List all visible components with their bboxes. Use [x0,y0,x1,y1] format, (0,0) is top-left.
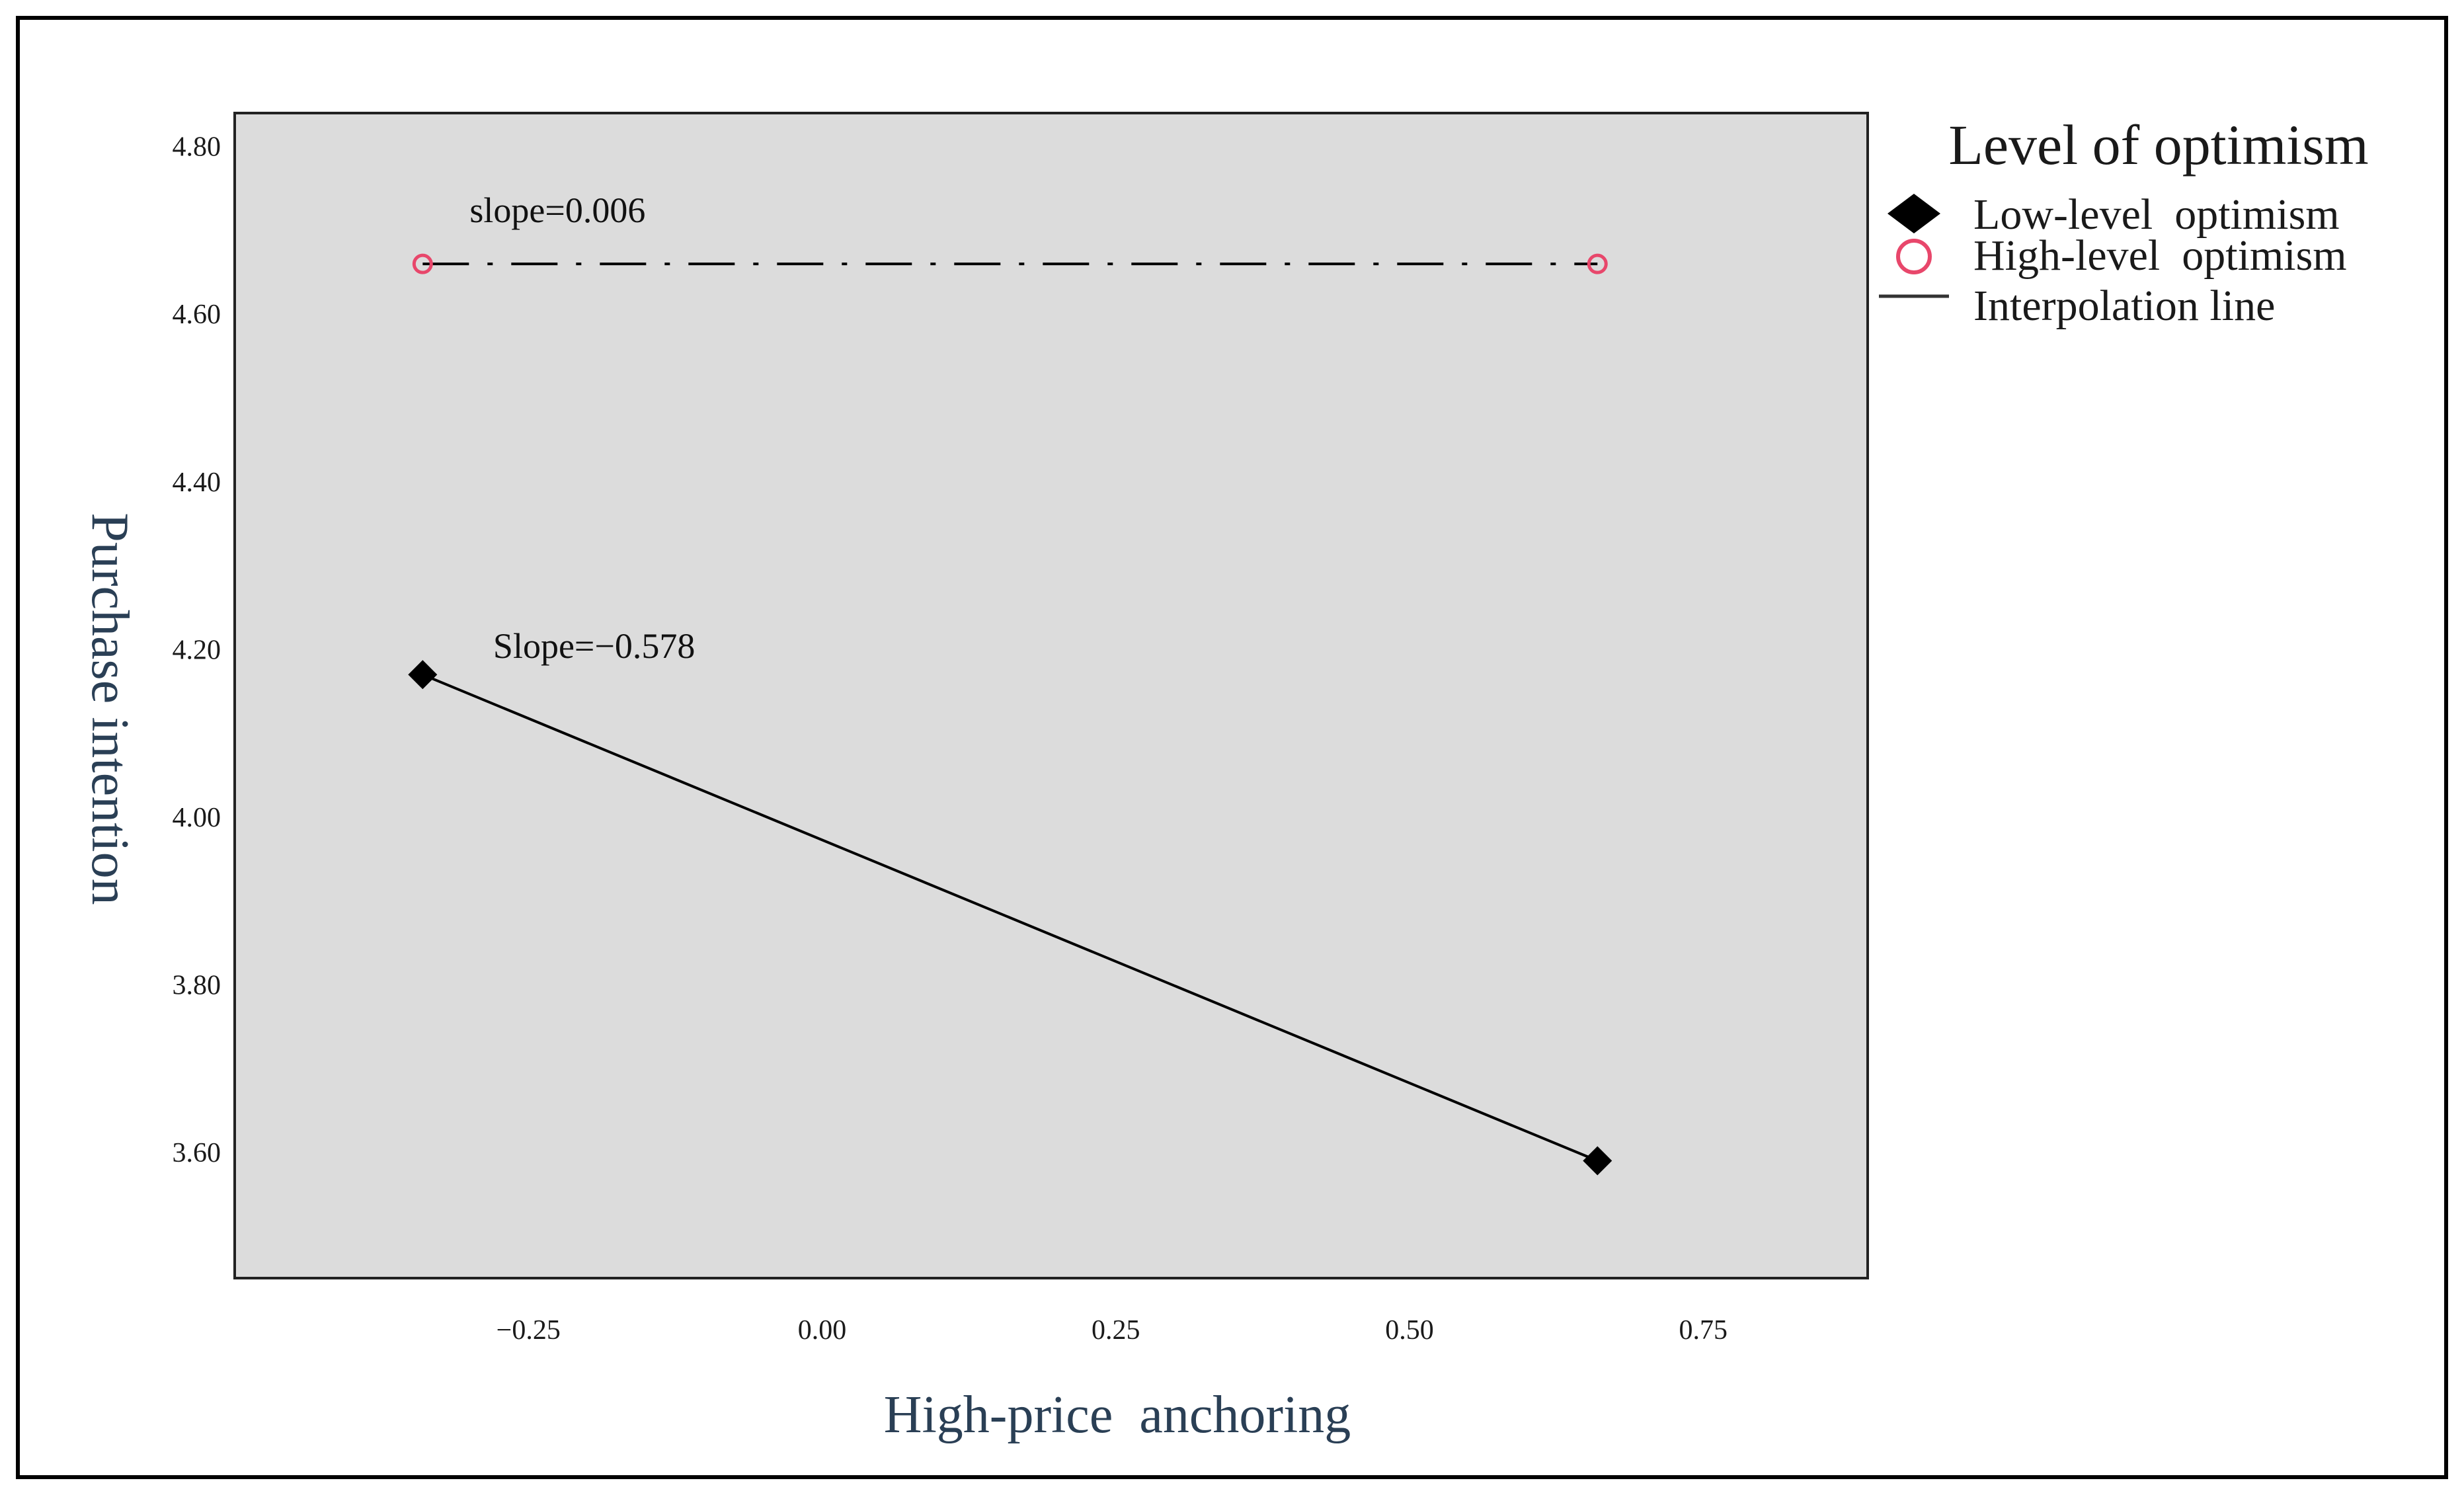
x-tick-label: 0.25 [1092,1315,1140,1346]
y-tick-label: 3.60 [173,1138,221,1168]
y-tick-label: 4.40 [173,467,221,498]
legend-diamond-icon [1888,194,1940,233]
legend-label-interpolation: Interpolation line [1973,282,2275,330]
legend-circle-icon [1896,239,1932,274]
data-point-circle [412,253,433,274]
x-axis-ticks: −0.25 0.00 0.25 0.50 0.75 [497,1315,1728,1346]
slope-annotation: Slope=−0.578 [493,626,695,666]
legend-label-high: High-level optimism [1973,231,2347,280]
y-tick-label: 3.80 [173,970,221,1000]
annotation-layer: slope=0.006 Slope=−0.578 [469,190,695,666]
x-tick-label: 0.75 [1679,1315,1728,1346]
x-axis-label: High-price anchoring [884,1386,1351,1444]
legend-label-low: Low-level optimism [1973,190,2340,239]
y-axis-ticks: 3.60 3.80 4.00 4.20 4.40 4.60 4.80 [173,132,221,1168]
legend-title: Level of optimism [1948,113,2368,177]
data-point-diamond [408,660,438,690]
y-tick-label: 4.80 [173,132,221,163]
series-line [422,673,1599,1162]
x-tick-label: 0.00 [798,1315,847,1346]
data-point-diamond [1583,1146,1612,1176]
y-axis-label: Purchase intention [81,512,139,905]
x-tick-label: 0.50 [1385,1315,1434,1346]
y-tick-label: 4.20 [173,635,221,665]
plot-area [233,112,1869,1279]
y-tick-label: 4.60 [173,300,221,330]
x-tick-label: −0.25 [497,1315,561,1346]
slope-annotation: slope=0.006 [469,190,645,230]
legend: Level of optimism Low-level optimism Hig… [1879,113,2369,330]
series-layer [408,253,1612,1176]
data-point-circle [1587,253,1608,274]
y-tick-label: 4.00 [173,803,221,833]
